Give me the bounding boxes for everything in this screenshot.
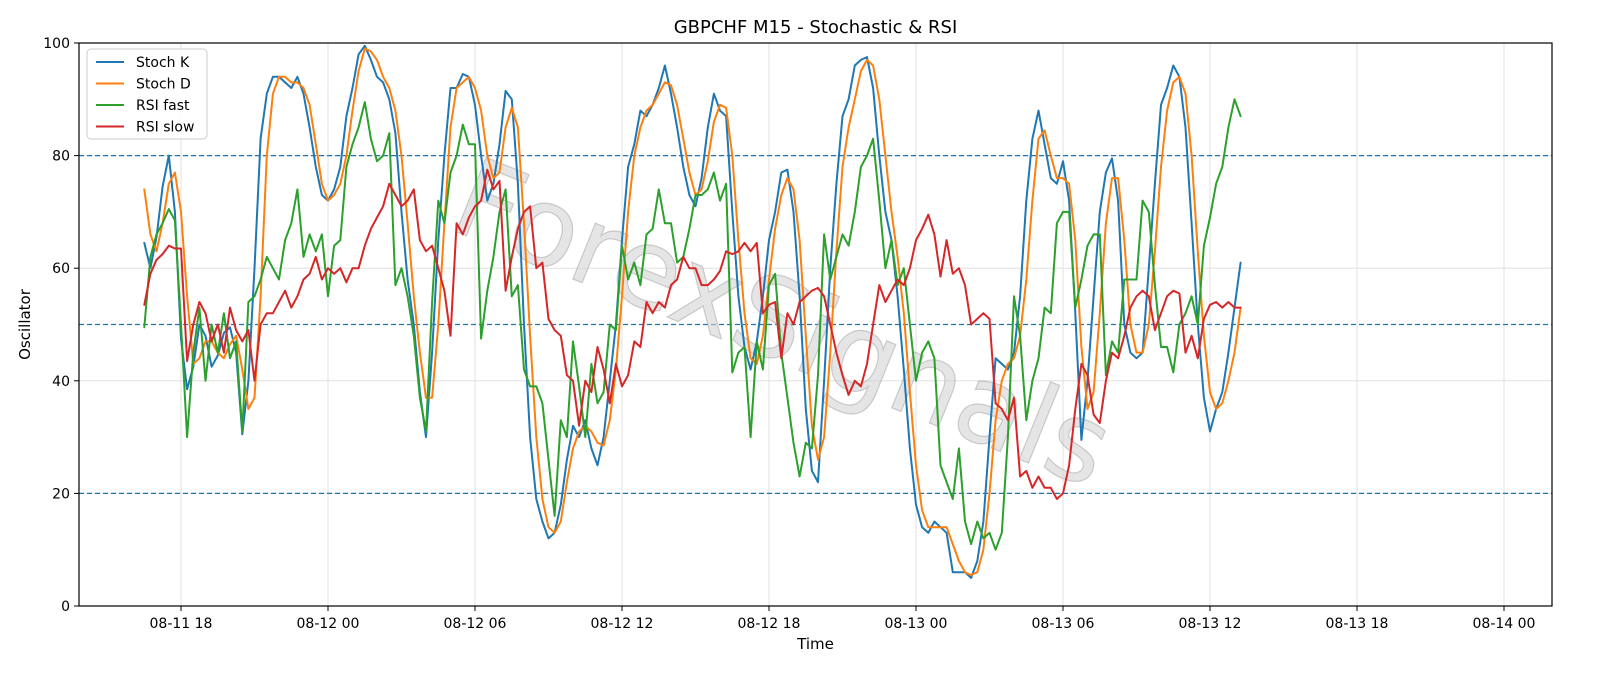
x-tick-label: 08-12 18: [738, 616, 801, 632]
series-group: [143, 44, 1242, 579]
x-tick-label: 08-13 12: [1179, 616, 1242, 632]
plot-frame: [78, 42, 1553, 607]
x-tick-label: 08-12 06: [444, 616, 507, 632]
x-tick-label: 08-14 00: [1473, 616, 1536, 632]
series-line-rsi-fast: [143, 98, 1242, 551]
y-tick-label: 60: [52, 261, 70, 277]
legend-label: Stoch K: [136, 55, 190, 71]
y-axis-label: Oscillator: [16, 288, 34, 360]
legend: Stoch K Stoch D RSI fast RSI slow: [86, 48, 208, 140]
series-line-stoch-d: [143, 47, 1242, 576]
x-tick-label: 08-13 18: [1326, 616, 1389, 632]
x-tick-label: 08-13 00: [885, 616, 948, 632]
x-tick-label: 08-11 18: [150, 616, 213, 632]
y-tick-label: 80: [52, 149, 70, 165]
x-tick-label: 08-12 12: [591, 616, 654, 632]
legend-label: Stoch D: [136, 77, 191, 93]
legend-box: [86, 48, 208, 140]
y-tick-label: 100: [43, 36, 70, 52]
legend-label: RSI fast: [136, 98, 190, 114]
y-tick-label: 20: [52, 486, 70, 502]
chart-title: GBPCHF M15 - Stochastic & RSI: [674, 17, 958, 38]
x-tick-label: 08-12 00: [297, 616, 360, 632]
legend-label: RSI slow: [136, 120, 194, 136]
series-line-rsi-slow: [143, 168, 1242, 500]
y-axis: 0 20 40 60 80 100: [43, 36, 79, 615]
x-axis-label: Time: [796, 635, 834, 653]
x-axis: 08-11 18 08-12 00 08-12 06 08-12 12 08-12 18…: [150, 606, 1536, 632]
y-tick-label: 40: [52, 374, 70, 390]
y-tick-label: 0: [61, 599, 70, 615]
reference-lines: [79, 154, 1552, 495]
x-tick-label: 08-13 06: [1032, 616, 1095, 632]
